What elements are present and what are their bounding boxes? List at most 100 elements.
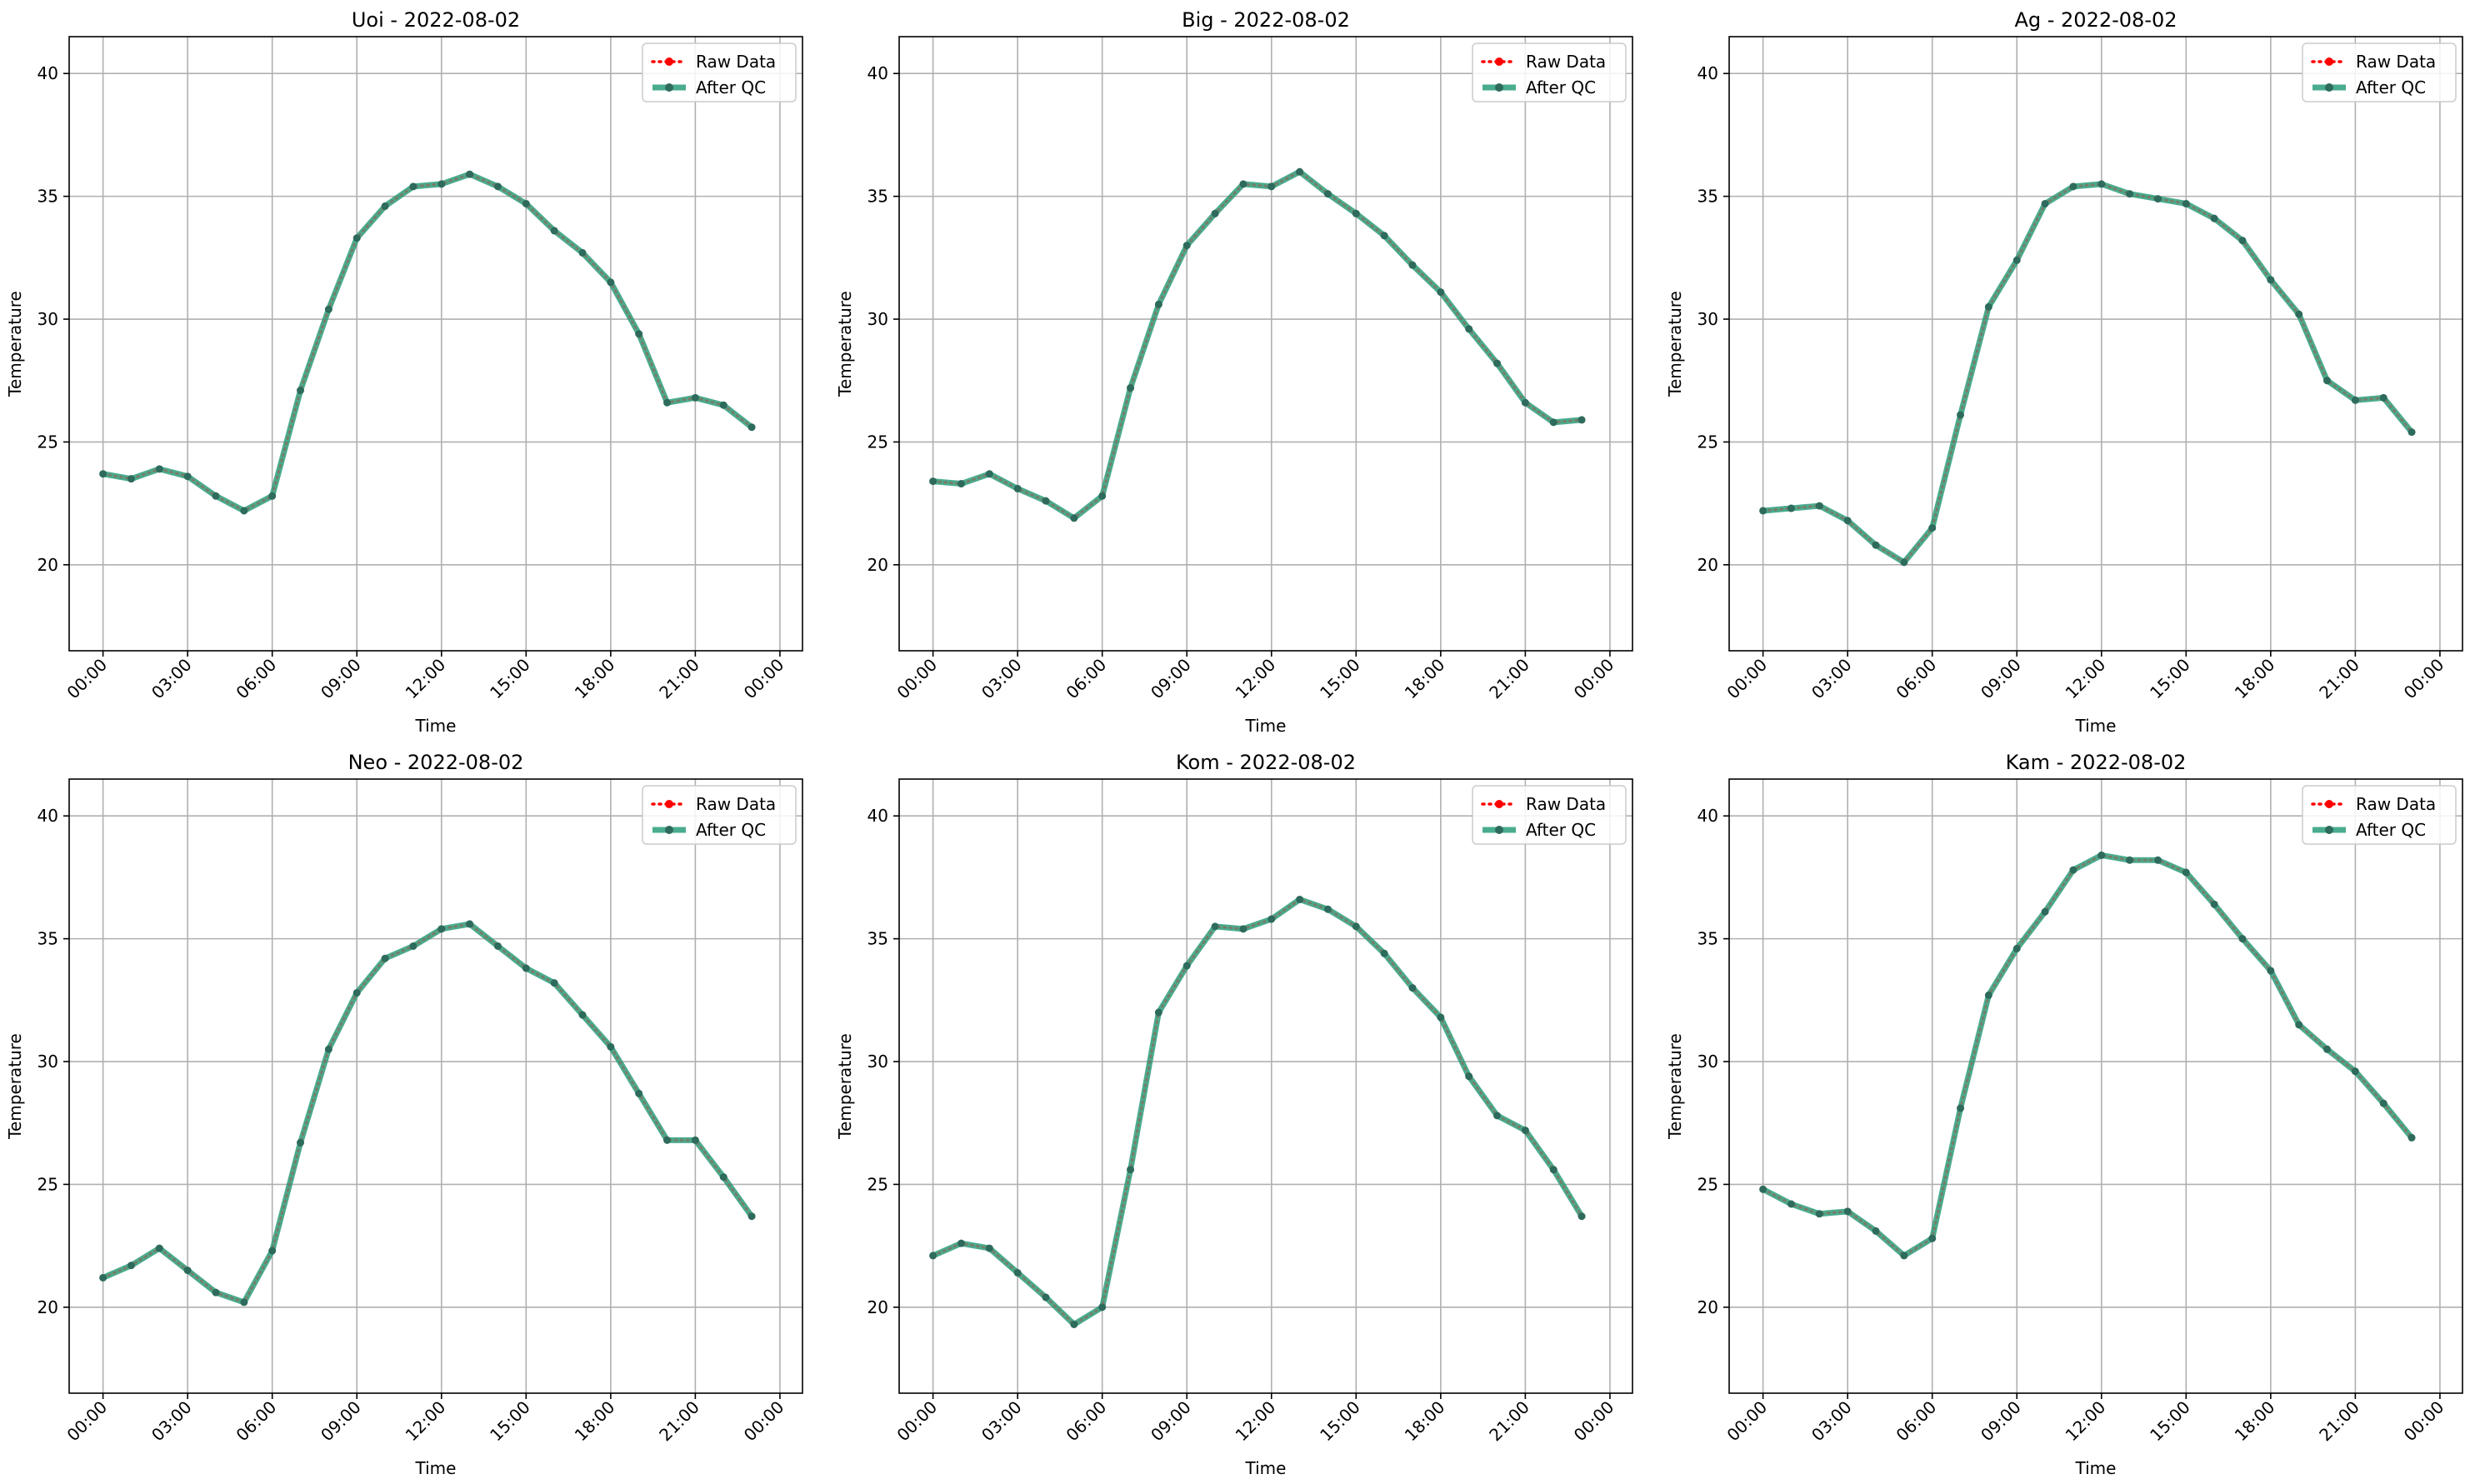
data-point — [2098, 851, 2106, 859]
data-point — [1984, 302, 1992, 311]
data-point — [1013, 484, 1022, 492]
y-tick-label: 20 — [38, 555, 58, 575]
data-point — [578, 1011, 587, 1019]
data-point — [183, 472, 192, 481]
y-axis-label: Temperature — [1665, 1033, 1685, 1140]
data-point — [2012, 944, 2021, 952]
series-line-raw-data — [1762, 853, 2413, 1257]
y-tick-label: 40 — [38, 63, 58, 83]
y-tick-label: 20 — [1698, 555, 1718, 575]
data-point — [1578, 416, 1586, 424]
data-point — [2295, 1021, 2303, 1029]
x-tick-label: 12:00 — [1232, 1397, 1280, 1446]
x-tick-label: 21:00 — [1485, 1397, 1533, 1446]
series-line-raw-data — [932, 897, 1583, 1327]
legend-marker-after-qc — [1495, 826, 1503, 834]
x-tick-label: 06:00 — [232, 655, 280, 703]
series-line-raw-data — [932, 170, 1583, 520]
data-point — [748, 423, 756, 432]
y-tick-label: 40 — [868, 63, 888, 83]
x-tick-label: 18:00 — [2231, 1397, 2279, 1446]
y-tick-label: 40 — [868, 806, 888, 826]
x-tick-label: 00:00 — [1722, 655, 1771, 703]
y-tick-label: 35 — [38, 929, 58, 949]
chart-title: Kom - 2022-08-02 — [1176, 751, 1356, 774]
data-point — [2351, 396, 2359, 404]
data-point — [1787, 504, 1795, 512]
data-point — [1352, 209, 1360, 217]
x-tick-label: 12:00 — [2062, 1397, 2110, 1446]
data-point — [1154, 300, 1162, 308]
data-point — [2012, 256, 2021, 264]
x-tick-label: 18:00 — [571, 655, 619, 703]
x-tick-label: 03:00 — [148, 1397, 196, 1446]
x-tick-label: 00:00 — [62, 1397, 111, 1446]
series-line-raw-data — [1762, 182, 2413, 564]
data-point — [381, 202, 389, 210]
x-tick-label: 09:00 — [317, 1397, 365, 1446]
data-point — [1787, 1200, 1795, 1208]
legend-label-after-qc: After QC — [696, 820, 766, 840]
data-point — [352, 234, 361, 242]
x-tick-label: 09:00 — [1147, 1397, 1195, 1446]
y-tick-label: 35 — [1698, 929, 1718, 949]
y-axis-label: Temperature — [1665, 291, 1685, 397]
data-point — [493, 182, 502, 191]
series-line-after-qc — [1760, 181, 2415, 566]
data-point — [1521, 398, 1529, 407]
x-tick-label: 15:00 — [1316, 655, 1364, 703]
data-point — [1872, 541, 1880, 549]
plot-frame — [898, 778, 1633, 1394]
x-tick-label: 06:00 — [1062, 655, 1110, 703]
data-point — [409, 942, 418, 950]
x-tick-label: 06:00 — [1892, 1397, 1940, 1446]
chart-panel-1: 20 25 30 35 40 00:00 03:00 06:00 09:00 12:00 15:00… — [835, 8, 1633, 736]
x-tick-label: 00:00 — [62, 655, 111, 703]
data-point — [1239, 180, 1248, 188]
data-point — [691, 393, 699, 402]
y-tick-label: 30 — [38, 309, 58, 329]
data-point — [1127, 384, 1135, 392]
data-point — [1239, 925, 1248, 933]
chart-panel-5: 20 25 30 35 40 00:00 03:00 06:00 09:00 12:00 15:00… — [1665, 751, 2463, 1478]
y-tick-label: 20 — [868, 555, 888, 575]
series-line-after-qc — [100, 171, 755, 514]
y-axis-label: Temperature — [835, 291, 855, 397]
legend-label-raw-data: Raw Data — [1526, 52, 1606, 72]
data-point — [2069, 866, 2078, 874]
data-point — [1182, 242, 1191, 250]
legend-marker-raw-data — [1495, 800, 1503, 808]
data-point — [297, 387, 305, 395]
data-point — [522, 199, 530, 207]
y-tick-label: 30 — [868, 309, 888, 329]
legend-marker-raw-data — [665, 800, 673, 808]
data-point — [2408, 1133, 2416, 1142]
y-tick-label: 35 — [868, 929, 888, 949]
data-point — [1211, 922, 1219, 931]
data-point — [2153, 195, 2162, 203]
data-point — [1578, 1212, 1586, 1221]
x-axis-label: Time — [2075, 716, 2117, 736]
data-point — [1815, 502, 1823, 510]
data-point — [268, 492, 277, 500]
legend-label-raw-data: Raw Data — [2356, 52, 2436, 72]
legend-marker-raw-data — [2325, 57, 2333, 66]
x-tick-label: 03:00 — [1808, 1397, 1856, 1446]
y-tick-label: 25 — [38, 432, 58, 452]
data-point — [2126, 856, 2134, 864]
x-tick-label: 12:00 — [402, 1397, 450, 1446]
x-tick-label: 21:00 — [655, 655, 703, 703]
y-tick-label: 35 — [868, 187, 888, 207]
legend-marker-after-qc — [2325, 83, 2333, 92]
data-point — [1815, 1210, 1823, 1218]
data-point — [1070, 1320, 1078, 1328]
data-point — [957, 1239, 965, 1247]
legend-label-after-qc: After QC — [1526, 77, 1596, 97]
y-axis-label: Temperature — [835, 1033, 855, 1140]
data-point — [438, 180, 446, 188]
legend-label-after-qc: After QC — [696, 77, 766, 97]
legend-label-raw-data: Raw Data — [696, 52, 776, 72]
data-point — [635, 330, 643, 338]
legend-label-after-qc: After QC — [2356, 820, 2426, 840]
data-point — [297, 1138, 305, 1147]
